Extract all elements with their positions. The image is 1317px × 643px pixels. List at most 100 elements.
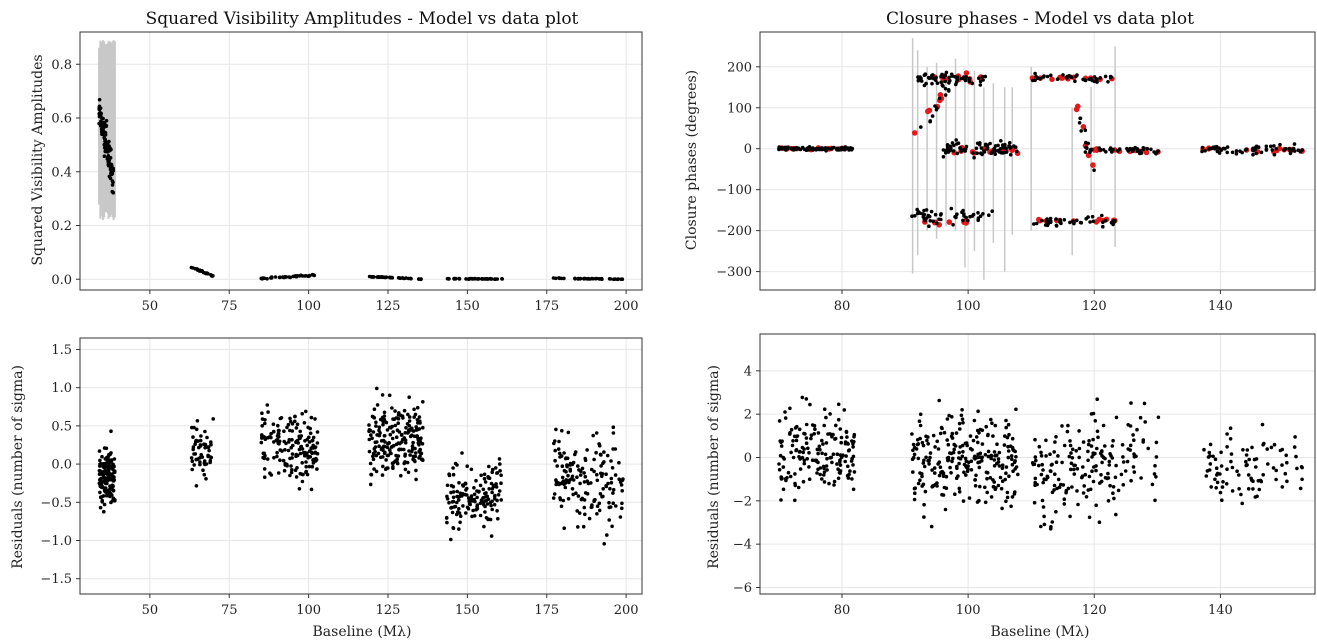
cp-point <box>800 145 805 150</box>
res_vis2-point <box>315 467 319 471</box>
res_cp-point <box>1132 470 1137 474</box>
res_vis2-point <box>478 483 483 488</box>
res_cp-point <box>973 484 978 488</box>
res_vis2-point <box>418 450 422 455</box>
res_cp-point <box>1062 443 1067 448</box>
cp-point <box>979 146 984 150</box>
res_vis2-point <box>605 453 610 458</box>
res_cp-point <box>1121 460 1126 464</box>
cp-point <box>948 144 953 149</box>
res_vis2-point <box>566 497 571 501</box>
res_vis2-point <box>372 407 377 412</box>
cp-point <box>963 149 968 153</box>
res_vis2-point <box>411 440 415 445</box>
res_vis2-point <box>560 464 565 469</box>
res_vis2-point <box>110 474 115 478</box>
res_cp-point <box>912 445 917 450</box>
res_cp-point <box>921 443 926 448</box>
res_vis2-point <box>487 487 492 491</box>
res_vis2-point <box>261 455 265 460</box>
res_vis2-point <box>379 439 384 443</box>
res_cp-point <box>777 467 782 472</box>
res_cp-point <box>836 417 841 422</box>
res_cp-point <box>1069 461 1074 466</box>
res_vis2-point <box>578 473 583 477</box>
res_cp-point <box>991 484 996 489</box>
res_cp-point <box>1090 469 1094 474</box>
cp-point <box>945 143 950 147</box>
res_cp-point <box>801 450 805 455</box>
cp-point <box>1004 150 1009 154</box>
res_vis2-point <box>607 518 611 522</box>
res_cp-point <box>1042 514 1046 519</box>
vis2-ytick-label: 0.2 <box>51 219 72 234</box>
res_cp-point <box>790 443 795 448</box>
res_cp-point <box>838 471 842 475</box>
res_vis2-point <box>369 472 373 477</box>
res_vis2-point <box>499 481 503 486</box>
res_cp-point <box>983 452 988 457</box>
res_cp-point <box>812 432 816 436</box>
res_vis2-point <box>367 449 372 454</box>
res_vis2-point <box>482 472 487 477</box>
res_vis2-point <box>420 457 424 462</box>
res_cp-point <box>939 470 943 475</box>
res_cp-point <box>836 402 841 407</box>
res_vis2-point <box>463 481 468 486</box>
res_vis2-point <box>403 452 408 457</box>
res_cp-point <box>946 442 951 447</box>
vis2-point <box>457 277 462 281</box>
res_vis2-point <box>206 445 211 450</box>
vis2-xtick-label: 175 <box>534 299 559 314</box>
cp-point <box>1230 150 1235 155</box>
res_cp-point <box>824 464 829 468</box>
res_cp-point <box>1005 490 1010 495</box>
cp-point <box>952 143 956 148</box>
res_cp-point <box>957 490 962 494</box>
res_vis2-point <box>203 445 207 450</box>
vis2-point <box>582 276 586 281</box>
res_vis2-point <box>557 482 561 487</box>
res_cp-point <box>989 417 993 422</box>
cp-point <box>1149 147 1153 152</box>
res_cp-point <box>842 408 847 412</box>
res_vis2-point <box>575 509 579 513</box>
cp-point <box>935 221 939 226</box>
res_vis2-point <box>266 435 270 440</box>
res_vis2-point <box>604 484 608 488</box>
res_cp-point <box>836 476 841 481</box>
res_cp-point <box>1006 449 1011 453</box>
res_cp-point <box>1274 477 1278 482</box>
res_vis2-point <box>282 429 286 434</box>
res-vis2-xlabel: Baseline (Mλ) <box>313 624 412 640</box>
res_cp-point <box>961 499 966 503</box>
cp-point <box>933 212 938 217</box>
res_cp-point <box>915 438 920 442</box>
res_vis2-point <box>551 496 556 500</box>
res_cp-point <box>911 448 915 453</box>
cp-point <box>835 146 840 151</box>
res_cp-point <box>920 472 924 476</box>
res_vis2-point <box>472 514 477 518</box>
cp-point <box>1200 145 1205 150</box>
res_vis2-point <box>290 438 294 442</box>
res_vis2-point <box>562 468 567 473</box>
cp-point <box>996 143 1000 148</box>
res_vis2-point <box>370 414 375 419</box>
vis2-xtick-label: 100 <box>296 299 321 314</box>
cp-point <box>841 147 846 151</box>
cp-point <box>1012 144 1016 148</box>
res_vis2-point <box>382 410 387 415</box>
res_vis2-point <box>275 450 279 455</box>
res_cp-point <box>1106 471 1110 476</box>
res_vis2-point <box>486 497 491 502</box>
res_vis2-point <box>304 460 308 464</box>
res_vis2-point <box>382 434 387 438</box>
res_cp-point <box>973 478 977 482</box>
res_cp-point <box>1041 505 1046 509</box>
vis2-point <box>488 276 493 281</box>
res_vis2-point <box>397 448 401 452</box>
vis2-point <box>464 277 468 281</box>
res_cp-point <box>1068 439 1072 443</box>
vis2-point <box>619 277 624 282</box>
